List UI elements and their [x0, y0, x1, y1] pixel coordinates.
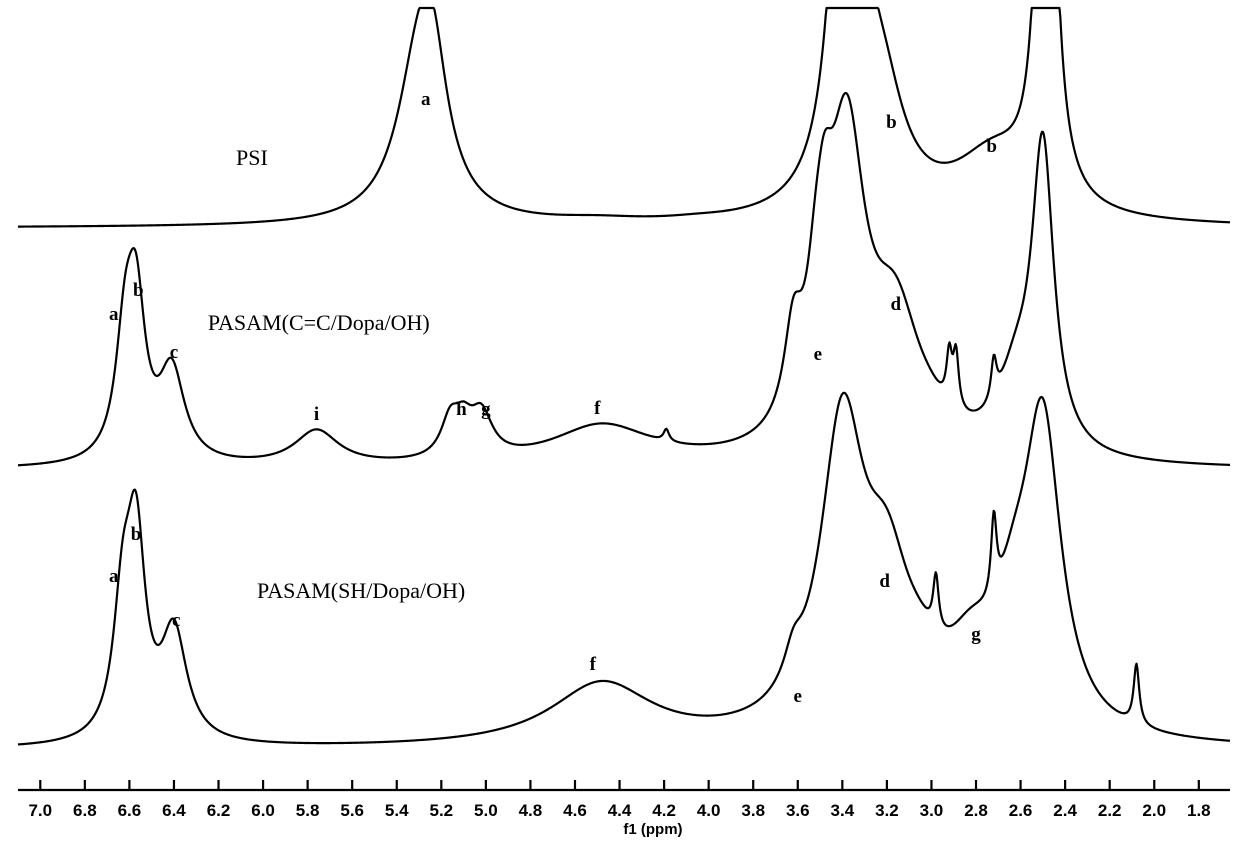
peak-label: b [131, 524, 142, 545]
x-tick-label: 4.6 [563, 801, 587, 820]
peak-label: g [971, 624, 981, 645]
x-tick-label: 6.0 [251, 801, 275, 820]
peak-label: c [170, 342, 178, 363]
peak-label: e [814, 344, 822, 365]
peak-label: d [891, 294, 902, 315]
spectrum-label: PASAM(C=C/Dopa/OH) [208, 310, 430, 335]
x-tick-label: 3.2 [875, 801, 899, 820]
x-tick-label: 5.8 [296, 801, 320, 820]
spectrum-label: PASAM(SH/Dopa/OH) [257, 578, 465, 603]
peak-label: e [794, 686, 802, 707]
x-tick-label: 6.4 [162, 801, 186, 820]
peak-label: b [886, 112, 897, 133]
peak-label: a [109, 566, 119, 587]
peak-label: f [594, 398, 601, 419]
x-tick-label: 4.4 [608, 801, 632, 820]
x-tick-label: 2.8 [964, 801, 988, 820]
x-tick-label: 2.2 [1098, 801, 1122, 820]
x-tick-label: 3.8 [741, 801, 765, 820]
x-tick-label: 5.0 [474, 801, 498, 820]
x-tick-label: 2.0 [1142, 801, 1166, 820]
x-tick-label: 5.6 [340, 801, 364, 820]
x-tick-label: 5.4 [385, 801, 409, 820]
x-tick-label: 6.8 [73, 801, 97, 820]
x-tick-label: 5.2 [429, 801, 453, 820]
peak-label: i [314, 404, 319, 425]
peak-label: c [172, 610, 180, 631]
x-tick-label: 4.8 [519, 801, 543, 820]
peak-label: h [456, 399, 467, 420]
spectrum-label: PSI [236, 145, 268, 170]
peak-label: d [879, 571, 890, 592]
x-tick-label: 4.0 [697, 801, 721, 820]
x-tick-label: 3.4 [831, 801, 855, 820]
peak-label: b [986, 136, 997, 157]
x-tick-label: 2.4 [1053, 801, 1077, 820]
x-tick-label: 4.2 [652, 801, 676, 820]
peak-label: a [421, 89, 431, 110]
peak-label: f [590, 654, 597, 675]
peak-label: g [481, 399, 491, 420]
x-tick-label: 2.6 [1009, 801, 1033, 820]
nmr-stack-plot: PSIabbPASAM(C=C/Dopa/OH)abcihgfedPASAM(S… [0, 0, 1240, 860]
peak-label: b [133, 280, 144, 301]
plot-background [0, 0, 1240, 860]
x-tick-label: 1.8 [1187, 801, 1211, 820]
x-tick-label: 6.2 [207, 801, 231, 820]
x-axis-label: f1 (ppm) [623, 821, 682, 838]
x-tick-label: 3.0 [920, 801, 944, 820]
x-tick-label: 3.6 [786, 801, 810, 820]
x-tick-label: 7.0 [28, 801, 52, 820]
x-tick-label: 6.6 [118, 801, 142, 820]
peak-label: a [109, 304, 119, 325]
